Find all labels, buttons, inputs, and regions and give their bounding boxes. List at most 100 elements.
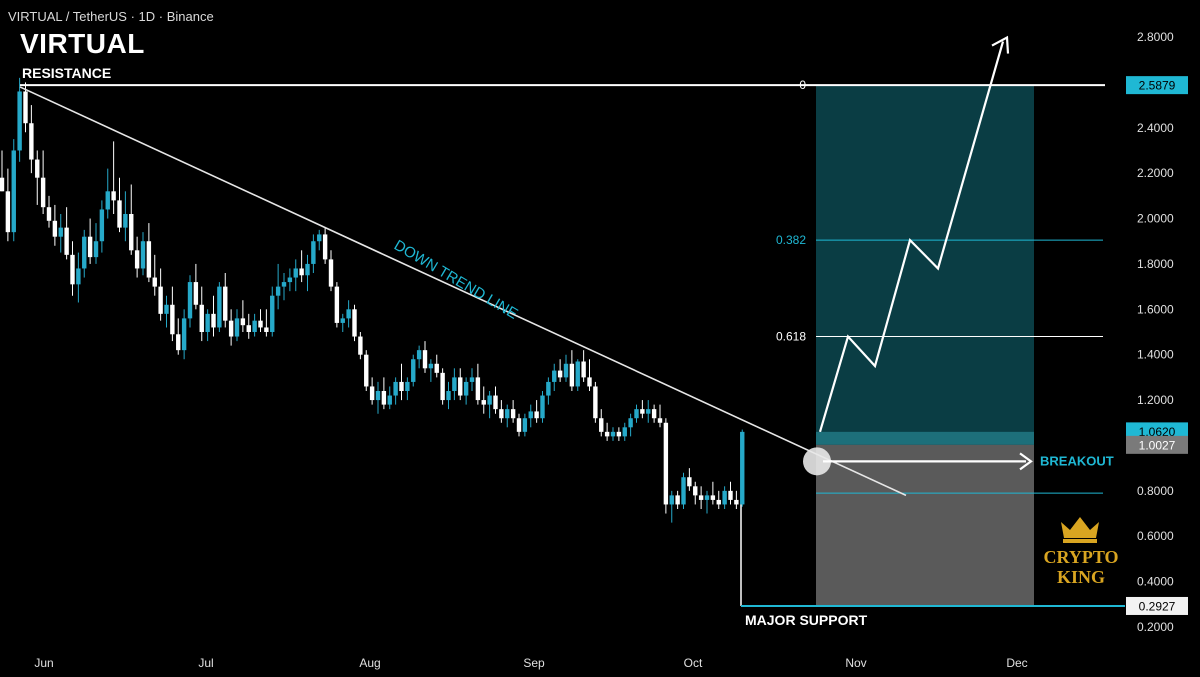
candle-body: [475, 377, 481, 401]
candle-body: [399, 381, 404, 391]
candle-body: [740, 431, 745, 505]
candle-body: [434, 363, 439, 373]
time-tick: Dec: [1006, 656, 1027, 670]
candle-body: [287, 277, 293, 283]
price-tick: 2.8000: [1137, 30, 1174, 44]
candle-body: [234, 318, 240, 337]
price-badge: [1126, 76, 1188, 95]
candle-body: [622, 427, 627, 437]
candles-layer: [0, 77, 745, 523]
candle-body: [416, 350, 422, 360]
candle-body: [446, 391, 451, 401]
time-tick: Aug: [359, 656, 380, 670]
candle-body: [599, 418, 604, 432]
candle-body: [58, 227, 63, 237]
candle-body: [510, 409, 516, 419]
candle-body: [358, 336, 363, 355]
candle-body: [264, 327, 269, 332]
target-zone: [816, 85, 1034, 445]
candle-body: [646, 409, 651, 414]
candle-body: [334, 286, 340, 323]
candle-body: [223, 286, 228, 321]
time-axis[interactable]: Jun Jul Aug Sep Oct Nov Dec: [34, 656, 1027, 670]
candle-body: [311, 241, 316, 264]
candle-body: [64, 227, 69, 255]
time-tick: Sep: [523, 656, 545, 670]
price-badge-text: 2.5879: [1139, 79, 1176, 93]
time-tick: Jun: [34, 656, 53, 670]
projection-path: [818, 41, 1005, 433]
candle-body: [604, 431, 610, 437]
candle-body: [581, 361, 586, 378]
price-badge-text: 1.0027: [1139, 438, 1176, 452]
candle-body: [411, 359, 416, 382]
candle-body: [305, 263, 310, 276]
price-tick: 1.6000: [1137, 302, 1174, 316]
candle-body: [129, 214, 134, 251]
candle-body: [734, 499, 739, 505]
crown-icon: [1061, 517, 1099, 538]
price-tick: 1.2000: [1137, 393, 1174, 407]
candle-body: [387, 395, 392, 405]
candle-body: [364, 354, 369, 387]
candle-body: [393, 381, 398, 396]
candle-body: [17, 91, 22, 151]
price-tick: 2.0000: [1137, 212, 1174, 226]
candle-body: [728, 490, 733, 500]
crown-base: [1063, 539, 1097, 543]
price-badge: [1126, 435, 1188, 454]
candle-body: [193, 282, 199, 305]
candle-body: [575, 361, 580, 387]
candle-body: [628, 418, 633, 428]
candle-body: [35, 159, 40, 178]
price-tick: 0.2000: [1137, 620, 1174, 634]
candle-body: [693, 486, 698, 496]
candle-body: [563, 363, 569, 378]
candle-body: [640, 409, 645, 414]
candle-body: [681, 477, 686, 505]
candle-body: [322, 234, 328, 260]
candle-body: [23, 91, 28, 124]
price-badge-text: 1.0620: [1139, 425, 1176, 439]
candle-body: [669, 495, 674, 505]
symbol-header[interactable]: VIRTUAL / TetherUS · 1D · Binance: [8, 9, 214, 24]
candle-body: [557, 370, 563, 378]
candle-body: [505, 409, 510, 419]
candle-body: [29, 123, 34, 160]
projection-arrow-head: [991, 35, 1010, 54]
candle-body: [516, 418, 522, 432]
candle-body: [716, 499, 721, 505]
support-label: MAJOR SUPPORT: [745, 612, 868, 628]
candle-body: [105, 191, 110, 210]
candle-body: [493, 395, 498, 410]
candle-body: [240, 318, 246, 326]
zones-layer: [816, 85, 1034, 606]
candle-body: [422, 350, 428, 369]
entry-band: [816, 431, 1034, 445]
candle-body: [463, 381, 469, 396]
candle-body: [346, 309, 351, 319]
candle-body: [99, 209, 105, 242]
candle-body: [270, 295, 275, 332]
candle-body: [481, 400, 486, 405]
big-title: VIRTUAL: [20, 28, 145, 59]
candle-body: [375, 391, 381, 401]
candle-body: [428, 363, 434, 369]
price-tick: 1.8000: [1137, 257, 1174, 271]
candle-body: [675, 495, 680, 505]
candle-body: [176, 334, 181, 351]
breakout-arrow-head: [1019, 452, 1033, 471]
candle-body: [158, 286, 163, 314]
candle-body: [5, 191, 11, 233]
candle-body: [405, 381, 410, 391]
price-tick: 2.4000: [1137, 121, 1174, 135]
candle-body: [76, 268, 81, 285]
candle-body: [317, 234, 322, 242]
candle-body: [540, 395, 545, 419]
fib-label: 0: [799, 78, 806, 92]
candle-body: [140, 241, 146, 269]
price-axis[interactable]: 2.8000 2.4000 2.2000 2.0000 1.8000 1.6000 1.40…: [1126, 30, 1188, 634]
candle-body: [469, 377, 475, 382]
